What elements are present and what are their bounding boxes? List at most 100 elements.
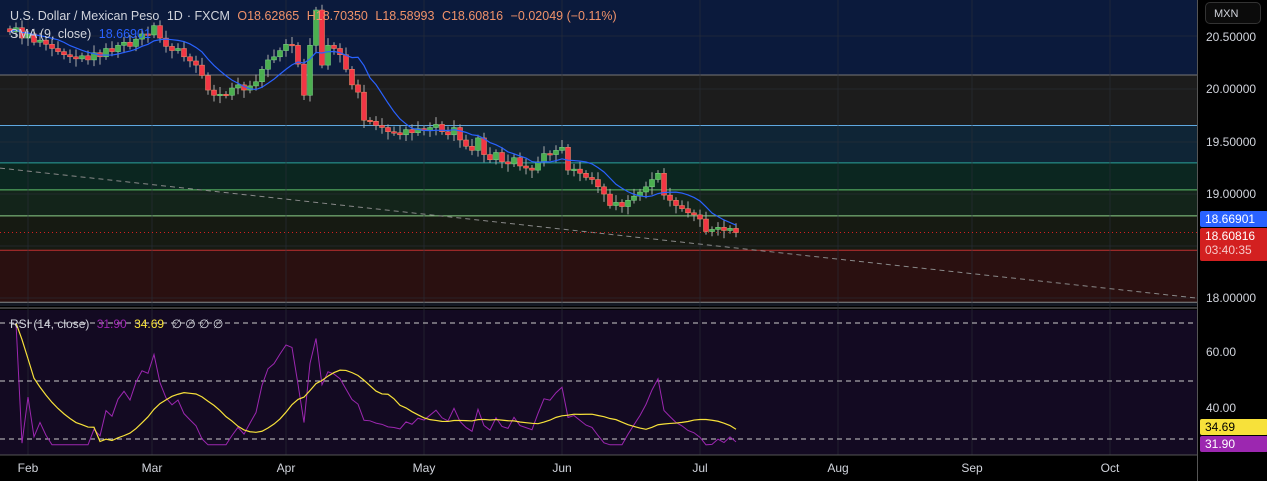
rsi-label: RSI (14, close)	[10, 317, 90, 331]
candle	[199, 64, 205, 76]
month-label: Jun	[552, 461, 572, 475]
candle	[691, 212, 697, 216]
rsi-ma-tag: 34.69	[1200, 419, 1267, 435]
rsi-tag: 31.90	[1200, 436, 1267, 452]
price-tick: 19.00000	[1206, 187, 1257, 201]
candle	[685, 208, 691, 214]
sma-label: SMA (9, close)	[10, 27, 92, 41]
candle	[187, 56, 193, 62]
candle	[403, 129, 409, 136]
candle	[109, 48, 115, 52]
sma-line	[9, 29, 737, 226]
candle	[673, 200, 679, 206]
candle	[643, 186, 649, 193]
candle	[499, 152, 505, 163]
candle	[541, 153, 547, 163]
candle	[523, 165, 529, 169]
candle	[325, 45, 331, 66]
candle	[259, 69, 265, 83]
symbol-legend: U.S. Dollar / Mexican Peso 1D · FXCM O18.…	[10, 9, 617, 23]
candle	[175, 48, 181, 51]
candle	[583, 173, 589, 178]
rsi-tick: 40.00	[1206, 401, 1237, 415]
candle	[367, 119, 373, 122]
month-label: Apr	[276, 461, 296, 475]
chart-canvas[interactable]	[0, 0, 1197, 481]
last-price: 18.60816	[1205, 229, 1256, 243]
candle	[181, 48, 187, 58]
candle	[601, 186, 607, 195]
candle	[589, 177, 595, 180]
candle	[289, 44, 295, 47]
candle	[463, 139, 469, 147]
candle	[103, 48, 109, 58]
candle	[319, 9, 325, 66]
high-value: H18.70350	[306, 9, 368, 23]
candle	[235, 84, 241, 89]
candle	[445, 131, 451, 136]
month-label: May	[412, 461, 436, 475]
candle	[349, 69, 355, 86]
candle	[415, 128, 421, 133]
month-label: Feb	[17, 461, 39, 475]
sma-legend[interactable]: SMA (9, close) 18.66901	[10, 27, 155, 41]
bar-countdown: 03:40:35	[1205, 243, 1252, 257]
candle	[295, 45, 301, 65]
candle	[61, 51, 67, 55]
interval: 1D	[166, 9, 183, 23]
rsi-legend[interactable]: RSI (14, close) 31.90 34.69 ∅ ∅ ∅ ∅	[10, 317, 227, 331]
candle	[481, 137, 487, 155]
candle	[661, 173, 667, 196]
candle	[487, 154, 493, 161]
zone-band	[0, 250, 1197, 303]
candle	[73, 56, 79, 60]
candle	[607, 193, 613, 206]
candle	[127, 41, 133, 47]
candle	[649, 179, 655, 188]
close-value: C18.60816	[441, 9, 504, 23]
candle	[721, 227, 727, 231]
candle	[115, 45, 121, 52]
rsi-pane	[0, 310, 1197, 455]
candle	[67, 54, 73, 58]
candle	[43, 39, 49, 45]
candle	[493, 152, 499, 161]
month-label: Sep	[961, 461, 983, 475]
candle	[25, 33, 31, 39]
candle	[733, 228, 739, 233]
candle	[151, 25, 157, 36]
candle	[91, 52, 97, 61]
candle	[469, 145, 475, 151]
candle	[169, 46, 175, 51]
candle	[385, 127, 391, 132]
currency-button[interactable]: MXN	[1205, 2, 1261, 24]
candle	[307, 45, 313, 96]
month-label: Aug	[827, 461, 849, 475]
price-tick: 19.50000	[1206, 135, 1257, 149]
candle	[163, 37, 169, 47]
candle	[553, 150, 559, 155]
exchange: FXCM	[194, 9, 230, 23]
candle	[211, 89, 217, 96]
candle	[475, 137, 481, 151]
candle	[37, 39, 43, 43]
candle	[313, 9, 319, 46]
month-label: Mar	[141, 461, 163, 475]
candle	[157, 25, 163, 39]
candle	[547, 153, 553, 156]
rsi-ma-value: 34.69	[134, 317, 165, 331]
candle	[205, 75, 211, 91]
rsi-value: 31.90	[96, 317, 127, 331]
candle	[373, 121, 379, 126]
candle	[301, 63, 307, 96]
sma-price-tag: 18.66901	[1200, 211, 1267, 227]
month-label: Oct	[1100, 461, 1120, 475]
symbol-name[interactable]: U.S. Dollar / Mexican Peso	[10, 9, 160, 23]
candle	[379, 125, 385, 128]
candle	[265, 59, 271, 70]
trendline	[0, 167, 1197, 299]
price-axis[interactable]: MXN 20.50000 20.00000 19.50000 19.00000 …	[1197, 0, 1267, 481]
candle	[595, 179, 601, 188]
candle	[505, 161, 511, 165]
candle	[679, 205, 685, 209]
